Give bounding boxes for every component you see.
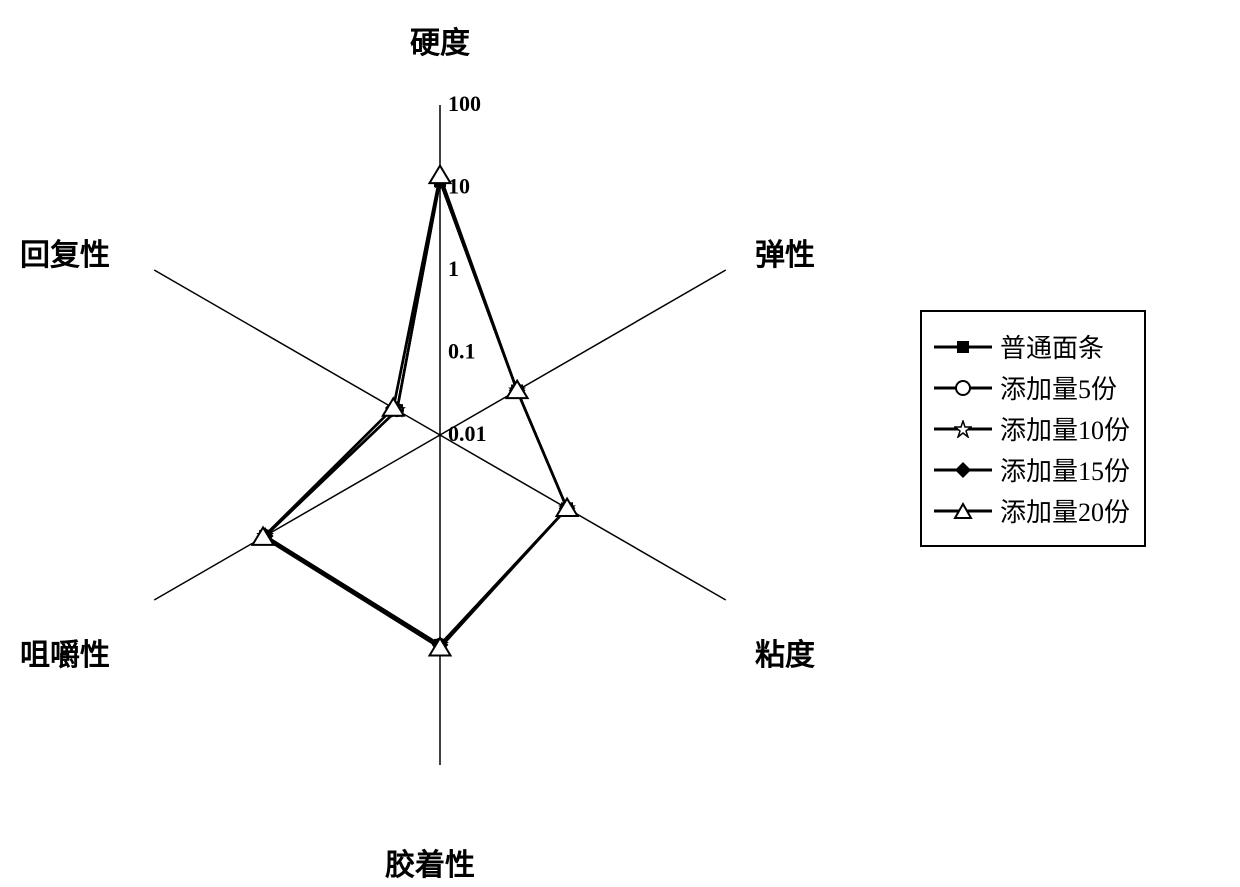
legend-item-0: 普通面条 [934, 328, 1130, 365]
axis-label-adhesion: 胶着性 [385, 840, 475, 884]
legend-label: 添加量20份 [1000, 492, 1130, 529]
svg-text:0.1: 0.1 [448, 339, 476, 364]
svg-text:0.01: 0.01 [448, 421, 487, 446]
legend-item-1: 添加量5份 [934, 369, 1130, 406]
legend-marker-open-star [934, 416, 992, 442]
legend-item-4: 添加量20份 [934, 492, 1130, 529]
radar-chart-container: 0.01 0.1 1 10 100 硬度 弹性 粘度 胶着性 咀嚼性 回复性 普通面条 … [0, 0, 1240, 887]
axis-label-chewiness: 咀嚼性 [20, 630, 110, 674]
axis-label-viscosity: 粘度 [755, 630, 815, 674]
legend-item-2: 添加量10份 [934, 410, 1130, 447]
legend-item-3: 添加量15份 [934, 451, 1130, 488]
legend-label: 添加量10份 [1000, 410, 1130, 447]
legend-marker-open-triangle [934, 498, 992, 524]
legend-label: 添加量5份 [1000, 369, 1117, 406]
legend-marker-open-circle [934, 375, 992, 401]
legend-label: 添加量15份 [1000, 451, 1130, 488]
axis-label-resilience: 回复性 [20, 230, 110, 274]
axis-label-hardness: 硬度 [410, 18, 470, 62]
legend-label: 普通面条 [1000, 328, 1104, 365]
svg-text:100: 100 [448, 91, 481, 116]
legend-marker-filled-square [934, 334, 992, 360]
legend-marker-filled-diamond [934, 457, 992, 483]
axis-label-elasticity: 弹性 [755, 230, 815, 274]
svg-text:1: 1 [448, 256, 459, 281]
legend: 普通面条 添加量5份 添加量10份 添加量15份 [920, 310, 1146, 547]
svg-text:10: 10 [448, 174, 470, 199]
